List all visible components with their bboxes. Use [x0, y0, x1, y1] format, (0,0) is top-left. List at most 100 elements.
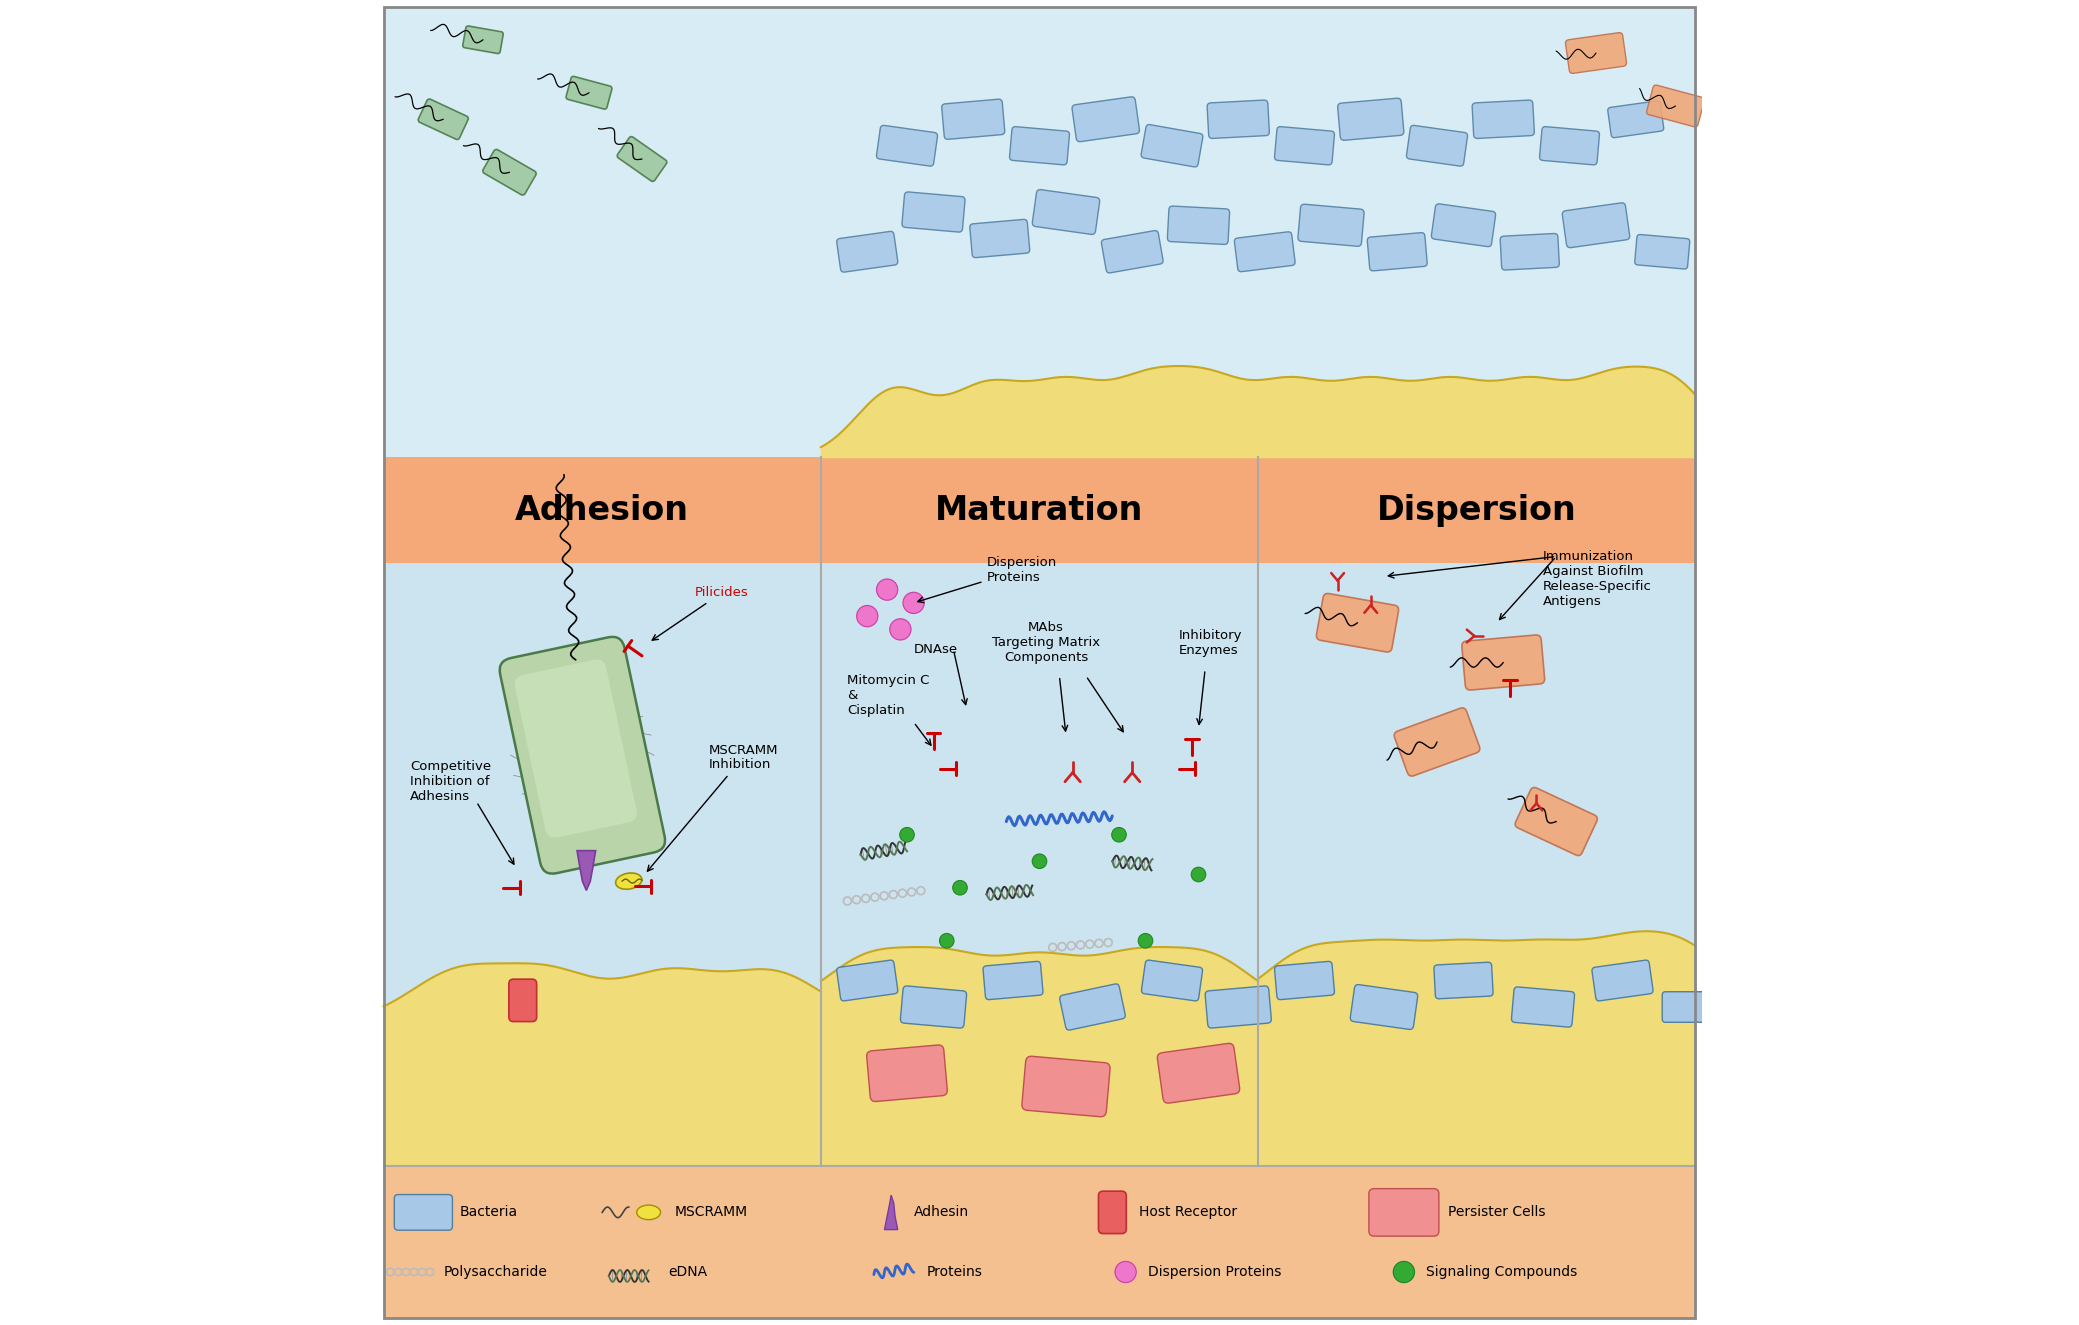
Ellipse shape [636, 1206, 661, 1219]
Text: MSCRAMM: MSCRAMM [676, 1206, 748, 1219]
Ellipse shape [615, 873, 642, 889]
Text: Dispersion Proteins: Dispersion Proteins [1148, 1265, 1281, 1279]
Circle shape [1137, 933, 1152, 949]
FancyBboxPatch shape [499, 637, 665, 873]
FancyBboxPatch shape [1141, 125, 1204, 167]
Circle shape [1114, 1261, 1137, 1283]
FancyBboxPatch shape [1462, 635, 1545, 690]
FancyBboxPatch shape [1206, 986, 1272, 1028]
Text: Adhesion: Adhesion [516, 494, 690, 526]
Polygon shape [578, 851, 595, 890]
Text: Pilicides: Pilicides [653, 586, 748, 640]
Text: MSCRAMM
Inhibition: MSCRAMM Inhibition [647, 743, 778, 871]
Text: MAbs
Targeting Matrix
Components: MAbs Targeting Matrix Components [992, 621, 1100, 664]
Circle shape [1112, 827, 1127, 843]
FancyBboxPatch shape [509, 979, 536, 1022]
FancyBboxPatch shape [1516, 787, 1597, 856]
Bar [385, 1166, 1694, 1318]
FancyBboxPatch shape [418, 99, 468, 139]
Text: Maturation: Maturation [936, 494, 1143, 526]
FancyBboxPatch shape [617, 136, 667, 182]
FancyBboxPatch shape [1565, 33, 1626, 73]
Text: Competitive
Inhibition of
Adhesins: Competitive Inhibition of Adhesins [410, 761, 491, 803]
FancyBboxPatch shape [1060, 984, 1125, 1030]
FancyBboxPatch shape [1023, 1056, 1110, 1117]
FancyBboxPatch shape [1368, 233, 1426, 270]
Circle shape [900, 827, 915, 843]
FancyBboxPatch shape [1407, 126, 1468, 166]
FancyBboxPatch shape [1098, 1191, 1127, 1234]
Text: Polysaccharide: Polysaccharide [443, 1265, 547, 1279]
FancyBboxPatch shape [1593, 961, 1653, 1000]
FancyBboxPatch shape [1607, 101, 1663, 138]
Circle shape [857, 606, 877, 627]
FancyBboxPatch shape [1634, 235, 1690, 269]
FancyBboxPatch shape [1561, 203, 1630, 248]
FancyBboxPatch shape [1349, 984, 1418, 1030]
FancyBboxPatch shape [1647, 85, 1705, 127]
FancyBboxPatch shape [1368, 1189, 1439, 1236]
FancyBboxPatch shape [1208, 101, 1270, 138]
Text: Immunization
Against Biofilm
Release-Specific
Antigens: Immunization Against Biofilm Release-Spe… [1543, 550, 1653, 608]
FancyBboxPatch shape [1395, 708, 1480, 776]
FancyBboxPatch shape [1663, 991, 1715, 1023]
FancyBboxPatch shape [942, 99, 1004, 139]
FancyBboxPatch shape [1432, 204, 1495, 246]
FancyBboxPatch shape [395, 1195, 453, 1230]
FancyBboxPatch shape [1297, 204, 1364, 246]
Circle shape [902, 592, 925, 613]
Text: eDNA: eDNA [669, 1265, 707, 1279]
FancyBboxPatch shape [969, 220, 1029, 257]
FancyBboxPatch shape [900, 986, 967, 1028]
FancyBboxPatch shape [1472, 101, 1534, 138]
Circle shape [877, 579, 898, 600]
FancyBboxPatch shape [1511, 987, 1574, 1027]
Circle shape [952, 880, 967, 896]
Bar [385, 7, 1694, 457]
Text: DNAse: DNAse [913, 643, 958, 656]
Text: Host Receptor: Host Receptor [1139, 1206, 1237, 1219]
Text: Mitomycin C
&
Cisplatin: Mitomycin C & Cisplatin [848, 674, 929, 717]
FancyBboxPatch shape [1141, 961, 1202, 1000]
FancyBboxPatch shape [983, 962, 1044, 999]
Text: Dispersion: Dispersion [1376, 494, 1576, 526]
Circle shape [890, 619, 911, 640]
Text: Inhibitory
Enzymes: Inhibitory Enzymes [1179, 628, 1241, 657]
Bar [385, 457, 1694, 563]
Text: Dispersion
Proteins: Dispersion Proteins [917, 555, 1056, 603]
FancyBboxPatch shape [1316, 594, 1399, 652]
FancyBboxPatch shape [1274, 962, 1335, 999]
FancyBboxPatch shape [1168, 207, 1229, 244]
FancyBboxPatch shape [1073, 97, 1139, 142]
FancyBboxPatch shape [516, 660, 636, 837]
FancyBboxPatch shape [836, 232, 898, 272]
Circle shape [1393, 1261, 1414, 1283]
FancyBboxPatch shape [867, 1045, 948, 1101]
Text: Persister Cells: Persister Cells [1447, 1206, 1545, 1219]
FancyBboxPatch shape [1010, 127, 1069, 164]
Text: Signaling Compounds: Signaling Compounds [1426, 1265, 1578, 1279]
FancyBboxPatch shape [1274, 127, 1335, 164]
FancyBboxPatch shape [1102, 231, 1162, 273]
FancyBboxPatch shape [482, 150, 536, 195]
FancyBboxPatch shape [1541, 127, 1599, 164]
FancyBboxPatch shape [902, 192, 965, 232]
FancyBboxPatch shape [1337, 98, 1403, 140]
Circle shape [940, 933, 954, 949]
FancyBboxPatch shape [836, 961, 898, 1000]
FancyBboxPatch shape [1033, 189, 1100, 235]
Circle shape [1031, 855, 1048, 869]
FancyBboxPatch shape [877, 126, 938, 166]
FancyBboxPatch shape [1235, 232, 1295, 272]
FancyBboxPatch shape [1501, 233, 1559, 270]
FancyBboxPatch shape [1435, 962, 1493, 999]
Text: Bacteria: Bacteria [459, 1206, 518, 1219]
FancyBboxPatch shape [565, 77, 611, 109]
Polygon shape [884, 1195, 898, 1230]
FancyBboxPatch shape [464, 26, 503, 53]
Circle shape [1191, 868, 1206, 882]
Bar [385, 563, 1694, 1166]
Text: Proteins: Proteins [927, 1265, 983, 1279]
FancyBboxPatch shape [1158, 1043, 1239, 1104]
Text: Adhesin: Adhesin [913, 1206, 969, 1219]
